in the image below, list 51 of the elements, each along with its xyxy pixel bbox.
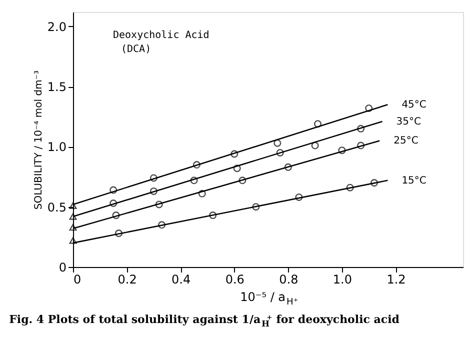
x-tick-label: 0.4 [172,272,191,286]
point [69,224,77,231]
point [284,163,292,171]
point [114,230,122,238]
point [69,213,77,220]
point [252,203,260,211]
point [357,142,365,150]
point [198,190,206,198]
point [110,186,118,194]
y-axis-title: SOLUBILITY / 10⁻⁴ mol dm⁻³ [33,70,44,210]
point [209,212,217,220]
x-tick-label: 0.8 [279,272,298,286]
series-label: 45°C [402,100,426,111]
point [150,174,158,182]
annotation: (DCA) [121,44,152,55]
series-label: 15°C [402,175,426,186]
point [276,148,284,156]
y-tick-label: 2.0 [47,20,66,34]
point [69,237,77,244]
point [314,120,322,128]
x-tick-label: 1.2 [386,272,406,286]
x-tick-label: 0 [74,272,82,286]
point [69,202,77,209]
point [357,124,365,132]
series-label: 25°C [394,136,418,147]
point [150,187,158,195]
y-tick-label: 1.0 [47,140,66,154]
y-tick-label: 1.5 [47,80,66,94]
point [190,176,198,184]
point [233,164,241,172]
x-tick-label: 1.0 [332,272,352,286]
point [192,161,200,169]
point [230,150,238,158]
series-label: 35°C [396,116,422,128]
point [274,139,282,147]
annotation: Deoxycholic Acid [113,30,210,41]
point [155,200,163,208]
point [346,184,354,192]
point [238,176,246,184]
point [311,142,319,150]
y-tick-label: 0 [58,260,66,274]
point [158,221,166,229]
point [110,199,118,208]
point [338,146,346,154]
point [295,193,303,201]
point [112,212,120,220]
point [365,104,373,112]
y-tick-label: 0.5 [47,200,66,214]
x-tick-label: 0.2 [118,272,137,286]
x-tick-label: 0.6 [225,272,244,286]
point [370,179,378,187]
